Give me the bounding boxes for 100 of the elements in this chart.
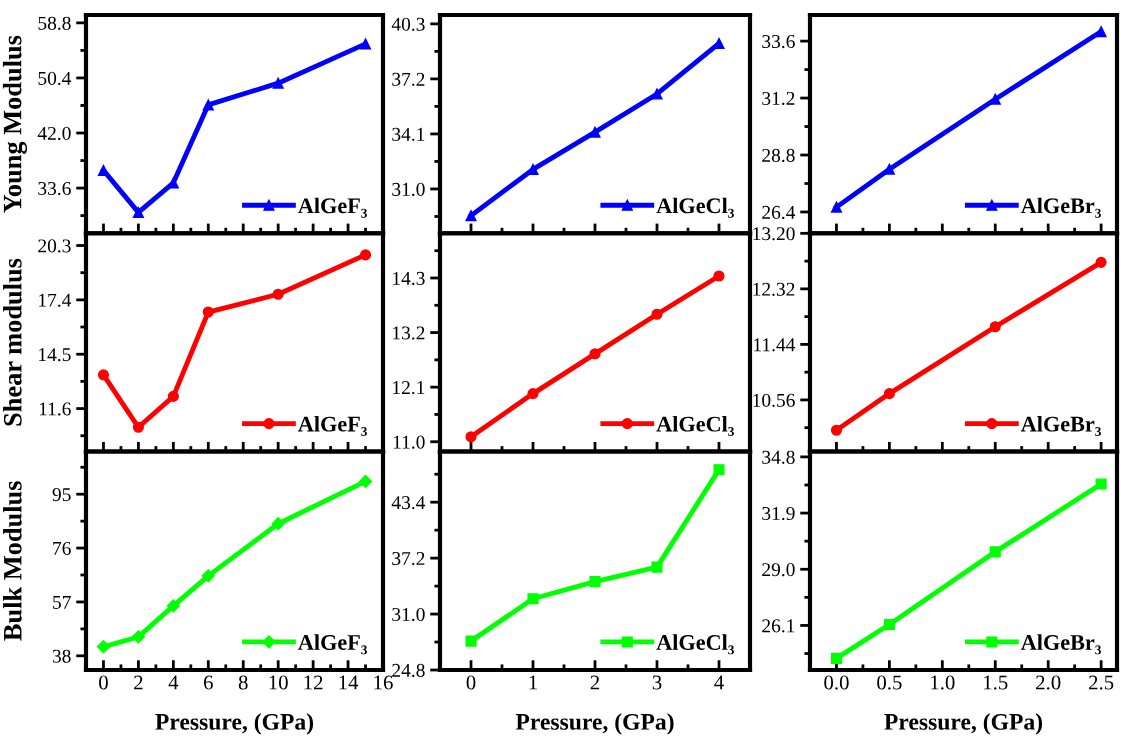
x-axis-title: Pressure, (GPa): [515, 713, 674, 735]
y-axis-title: Shear modulus: [3, 258, 22, 426]
x-tick-label: 16: [374, 675, 393, 690]
y-tick-label: 34.1: [392, 127, 425, 141]
x-tick-label: 2.0: [1036, 675, 1061, 690]
point: [166, 599, 180, 613]
y-tick-label: 13.2: [393, 326, 425, 340]
point: [1095, 478, 1107, 490]
y-tick-label: 50.4: [38, 71, 72, 85]
point: [465, 431, 477, 443]
y-tick-label: 95: [52, 488, 71, 502]
y-tick-label: 10.56: [753, 393, 795, 407]
y-tick-label: 33.6: [762, 34, 795, 49]
legend-label: AlGeCl₃: [656, 415, 734, 436]
x-tick-label: 1.0: [931, 675, 955, 690]
point: [1095, 256, 1107, 268]
point: [96, 640, 111, 654]
point: [989, 321, 1001, 333]
point: [201, 569, 215, 583]
x-tick-label: 0: [99, 675, 108, 690]
x-axis-title: Pressure, (GPa): [884, 713, 1043, 735]
point: [713, 270, 725, 282]
y-tick-label: 31.0: [392, 182, 425, 196]
y-tick-label: 14.3: [393, 271, 425, 286]
x-tick-label: 14: [339, 675, 359, 690]
x-tick-label: 6: [203, 675, 213, 690]
point: [202, 99, 214, 111]
y-tick-label: 24.8: [392, 663, 425, 678]
point: [465, 635, 477, 647]
y-tick-label: 12.1: [393, 381, 425, 395]
y-tick-label: 20.3: [38, 239, 71, 253]
y-tick-label: 31.0: [392, 607, 425, 622]
x-tick-label: 1: [529, 675, 537, 690]
y-tick-label: 17.4: [39, 293, 72, 307]
point: [271, 517, 285, 531]
x-tick-label: 2.5: [1089, 675, 1114, 690]
y-tick-label: 12.32: [753, 282, 795, 296]
x-tick-label: 2: [590, 675, 600, 690]
y-tick-label: 33.6: [38, 181, 71, 196]
y-tick-label: 31.9: [762, 506, 795, 521]
y-tick-label: 38: [52, 649, 71, 663]
y-tick-label: 31.2: [762, 91, 795, 106]
point: [272, 288, 284, 300]
x-tick-label: 2: [134, 675, 143, 690]
point: [830, 201, 843, 213]
y-tick-label: 28.8: [762, 148, 795, 163]
point: [465, 210, 477, 222]
point: [272, 77, 284, 89]
y-tick-label: 13.20: [753, 227, 795, 241]
y-tick-label: 26.4: [762, 205, 796, 219]
y-tick-label: 76: [53, 541, 71, 556]
y-axis-title: Bulk Modulus: [3, 481, 22, 641]
x-axis-title: Pressure, (GPa): [155, 713, 314, 735]
y-tick-label: 11.44: [754, 338, 796, 352]
y-tick-label: 40.3: [391, 17, 425, 31]
x-tick-label: 12: [304, 675, 323, 690]
legend-label: AlGeCl₃: [656, 634, 734, 655]
y-tick-label: 37.2: [392, 72, 425, 86]
x-tick-label: 8: [238, 675, 248, 690]
y-tick-label: 37.2: [392, 552, 425, 566]
y-tick-label: 42.0: [37, 126, 71, 141]
point: [589, 126, 601, 138]
point: [97, 369, 110, 381]
point: [358, 474, 373, 489]
point: [527, 388, 539, 400]
y-tick-label: 43.4: [391, 496, 426, 510]
y-tick-label: 11.6: [39, 402, 71, 416]
legend-label: AlGeBr₃: [1020, 197, 1101, 218]
point: [359, 38, 372, 50]
y-tick-label: 14.5: [39, 348, 71, 362]
x-tick-label: 0.5: [877, 675, 902, 690]
x-tick-label: 0.0: [824, 675, 849, 690]
x-tick-label: 1.5: [984, 675, 1008, 690]
y-tick-label: 29.0: [762, 563, 795, 577]
point: [132, 421, 144, 433]
point: [167, 390, 179, 402]
x-tick-label: 3: [652, 675, 662, 690]
y-axis-title: Young Modulus: [2, 35, 27, 213]
y-tick-label: 57: [53, 595, 71, 609]
x-tick-label: 0: [466, 675, 476, 690]
point: [1095, 26, 1107, 38]
point: [883, 388, 895, 400]
point: [132, 206, 144, 218]
legend-label: AlGeF₃: [298, 415, 367, 436]
legend-label: AlGeF₃: [298, 634, 367, 655]
y-tick-label: 34.8: [762, 450, 795, 464]
point: [651, 88, 663, 100]
x-tick-label: 4: [714, 675, 724, 690]
point: [202, 306, 214, 318]
point: [830, 652, 843, 664]
x-tick-label: 4: [168, 675, 179, 690]
legend-label: AlGeCl₃: [656, 197, 734, 218]
point: [830, 424, 843, 436]
point: [131, 630, 145, 644]
point: [527, 593, 539, 605]
point: [713, 464, 725, 476]
x-tick-label: 10: [269, 675, 288, 690]
point: [651, 308, 663, 320]
legend-label: AlGeBr₃: [1020, 634, 1101, 655]
y-tick-label: 58.8: [38, 16, 71, 30]
